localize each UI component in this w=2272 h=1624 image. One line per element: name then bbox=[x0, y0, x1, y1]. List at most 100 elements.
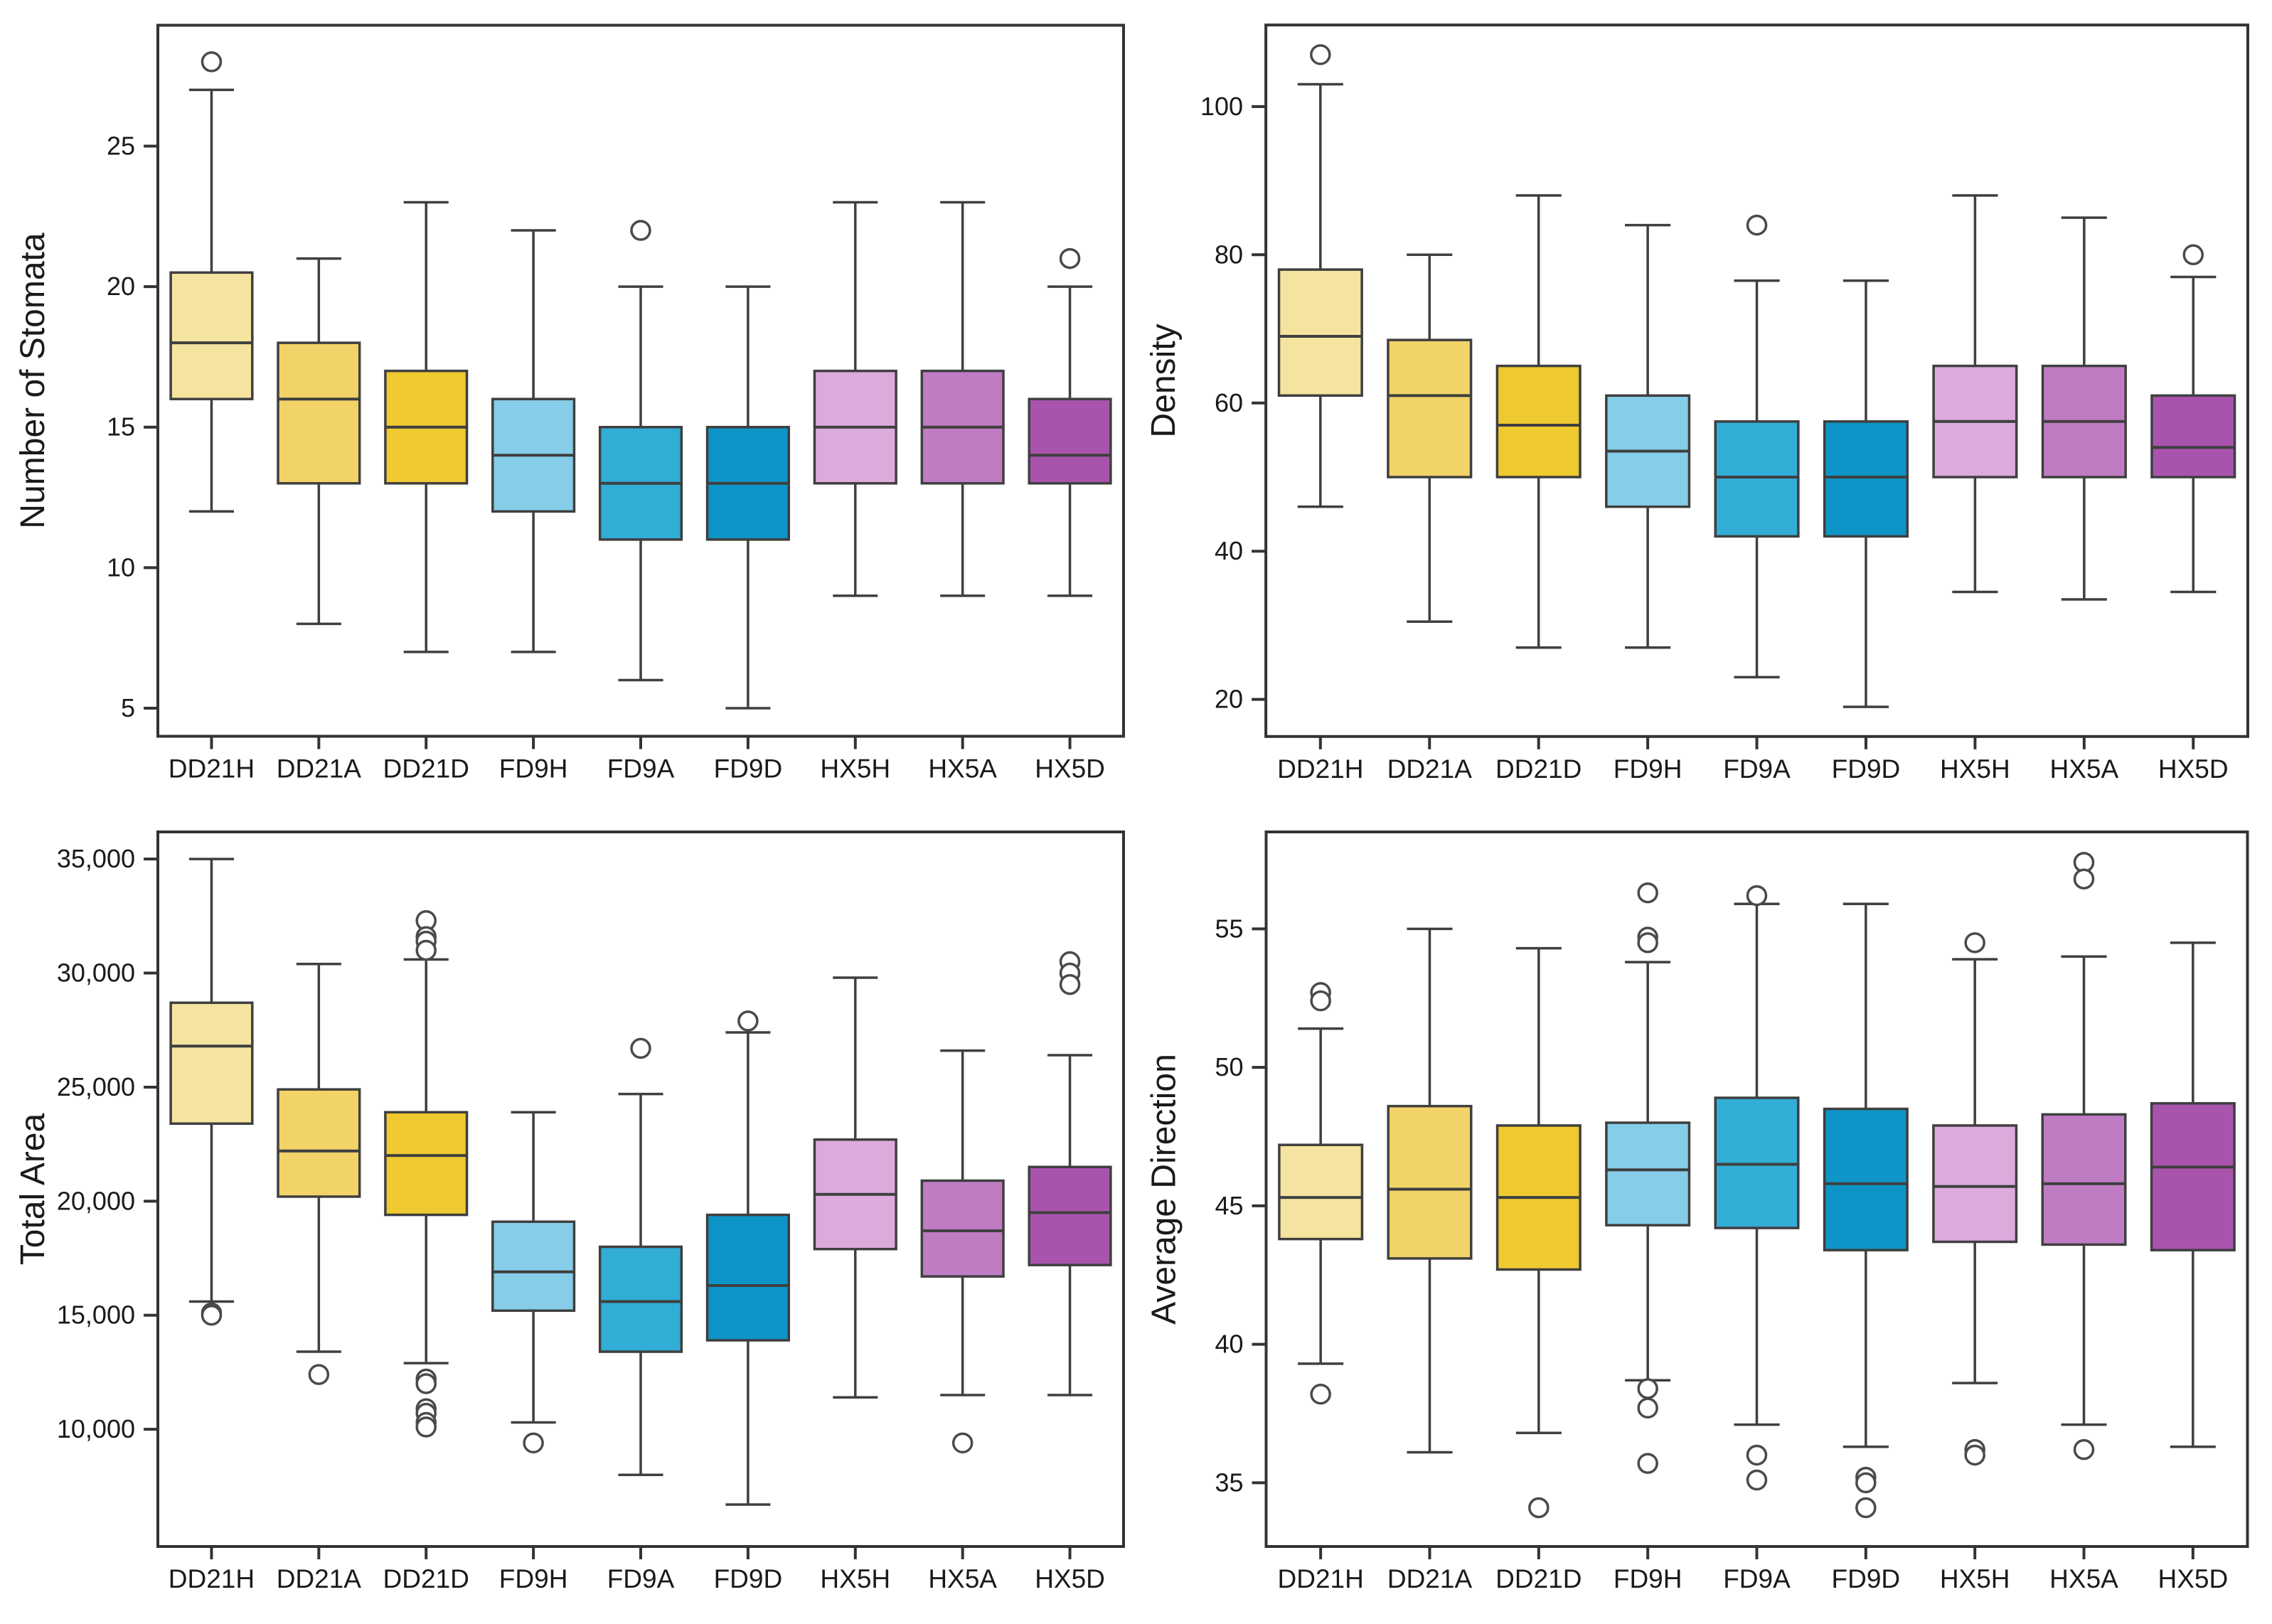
box-FD9H bbox=[1605, 223, 1691, 649]
outlier-point bbox=[523, 1432, 544, 1454]
iqr-box bbox=[2150, 1101, 2236, 1251]
iqr-box bbox=[2150, 394, 2236, 479]
box-DD21A bbox=[1387, 253, 1473, 623]
x-tick-label: FD9A bbox=[1723, 1564, 1791, 1593]
x-tick-label: HX5D bbox=[1035, 1564, 1105, 1593]
y-tick-label: 40 bbox=[1215, 536, 1243, 565]
outlier-point bbox=[2182, 244, 2204, 266]
y-tick-label: 25,000 bbox=[57, 1072, 135, 1101]
outlier-point bbox=[1746, 1469, 1768, 1491]
x-tick-label: FD9D bbox=[1832, 754, 1901, 784]
y-tick-label: 35,000 bbox=[57, 844, 135, 873]
box-DD21D bbox=[384, 910, 469, 1438]
outlier-point bbox=[1855, 1472, 1877, 1494]
x-tick-label: HX5A bbox=[2049, 1564, 2118, 1593]
outlier-point bbox=[1637, 932, 1658, 953]
outlier-point bbox=[415, 1416, 437, 1438]
box-FD9A bbox=[1714, 885, 1800, 1491]
y-tick-label: 20 bbox=[107, 272, 135, 301]
y-axis-title: Number of Stomata bbox=[14, 233, 52, 528]
outlier-point bbox=[1059, 247, 1081, 269]
box-HX5D bbox=[1028, 951, 1112, 1396]
x-tick-label: HX5H bbox=[1940, 754, 2010, 784]
boxplot-panel-average-direction: 35 40 45 50 55 Average Direction DD21H DD21A DD2… bbox=[1136, 811, 2272, 1620]
x-tick-label: HX5H bbox=[820, 754, 890, 784]
iqr-box bbox=[1605, 1121, 1691, 1227]
x-tick-label: HX5D bbox=[2158, 1564, 2228, 1593]
outlier-point bbox=[630, 220, 651, 241]
box-FD9D bbox=[1823, 902, 1909, 1519]
outlier-point bbox=[1059, 973, 1081, 995]
x-tick-label: DD21D bbox=[1495, 1564, 1582, 1593]
x-tick-label: DD21D bbox=[383, 754, 469, 784]
outlier-point bbox=[1746, 214, 1768, 236]
outlier-point bbox=[1964, 932, 1985, 953]
x-tick-label: DD21A bbox=[277, 1564, 362, 1593]
outlier-point bbox=[2073, 868, 2095, 890]
boxplot-svg: 20 40 60 80 100 Density DD21H DD21A DD21D FD9H FD9… bbox=[1145, 23, 2249, 784]
x-tick-label: FD9A bbox=[1723, 754, 1791, 784]
x-tick-label: FD9D bbox=[714, 754, 783, 784]
iqr-box bbox=[1278, 1143, 1364, 1241]
iqr-box bbox=[1495, 364, 1582, 479]
x-axis: DD21H DD21A DD21D FD9H FD9A FD9D HX5H HX5A HX5D bbox=[1277, 736, 2229, 784]
box-HX5D bbox=[2150, 941, 2236, 1448]
outlier-point bbox=[201, 1304, 223, 1326]
iqr-box bbox=[920, 1179, 1005, 1278]
outlier-point bbox=[415, 1373, 437, 1394]
iqr-box bbox=[277, 1088, 361, 1198]
box-DD21H bbox=[169, 858, 254, 1326]
y-tick-label: 20,000 bbox=[57, 1186, 135, 1215]
box-HX5A bbox=[2041, 216, 2127, 601]
x-tick-label: DD21H bbox=[1277, 754, 1363, 784]
outlier-point bbox=[1964, 1444, 1985, 1466]
outlier-point bbox=[201, 51, 223, 73]
y-tick-label: 30,000 bbox=[57, 958, 135, 988]
outlier-point bbox=[1528, 1497, 1550, 1519]
x-tick-label: FD9H bbox=[499, 754, 568, 784]
x-tick-label: HX5A bbox=[2049, 754, 2118, 784]
box-HX5H bbox=[813, 201, 897, 597]
box-FD9A bbox=[598, 220, 683, 682]
x-axis: DD21H DD21A DD21D FD9H FD9A FD9D HX5H HX5A HX5D bbox=[169, 1546, 1105, 1593]
x-tick-label: FD9A bbox=[607, 1564, 675, 1593]
boxplot-panel-number-of-stomata: 5 10 15 20 25 Number of Stomata DD21H DD21A DD21… bbox=[0, 0, 1136, 811]
x-tick-label: DD21D bbox=[1495, 754, 1582, 784]
y-tick-label: 80 bbox=[1215, 240, 1243, 269]
y-tick-label: 40 bbox=[1215, 1330, 1243, 1359]
box-FD9H bbox=[491, 1111, 576, 1454]
y-tick-label: 15,000 bbox=[57, 1300, 135, 1330]
iqr-box bbox=[1277, 268, 1363, 397]
y-tick-label: 10 bbox=[107, 552, 135, 582]
iqr-box bbox=[1714, 420, 1800, 538]
y-tick-label: 45 bbox=[1215, 1191, 1243, 1220]
x-tick-label: DD21H bbox=[169, 1564, 255, 1593]
iqr-box bbox=[1387, 338, 1473, 479]
y-tick-label: 60 bbox=[1215, 388, 1243, 417]
x-tick-label: FD9H bbox=[1614, 1564, 1682, 1593]
box-FD9D bbox=[1823, 279, 1909, 708]
x-tick-label: DD21A bbox=[1387, 754, 1473, 784]
boxplot-panel-total-area: 10,000 15,000 20,000 25,000 30,000 35,000 Tota… bbox=[0, 811, 1136, 1620]
iqr-box bbox=[384, 1111, 469, 1217]
box-DD21D bbox=[1495, 946, 1582, 1519]
box-FD9H bbox=[491, 229, 576, 653]
box-HX5H bbox=[1932, 194, 2018, 594]
outlier-point bbox=[1310, 1384, 1331, 1405]
box-DD21H bbox=[169, 51, 254, 513]
outlier-point bbox=[1855, 1497, 1877, 1519]
box-HX5H bbox=[1932, 932, 2018, 1466]
outlier-point bbox=[630, 1037, 651, 1059]
box-HX5A bbox=[920, 201, 1005, 597]
box-FD9D bbox=[705, 285, 790, 710]
y-tick-label: 50 bbox=[1215, 1052, 1243, 1081]
box-HX5D bbox=[1028, 247, 1112, 597]
iqr-box bbox=[277, 341, 361, 485]
y-axis-title: Total Area bbox=[14, 1113, 52, 1265]
y-tick-label: 15 bbox=[107, 412, 135, 442]
box-DD21H bbox=[1278, 982, 1364, 1405]
outlier-point bbox=[1637, 882, 1658, 904]
outlier-point bbox=[1310, 990, 1331, 1012]
